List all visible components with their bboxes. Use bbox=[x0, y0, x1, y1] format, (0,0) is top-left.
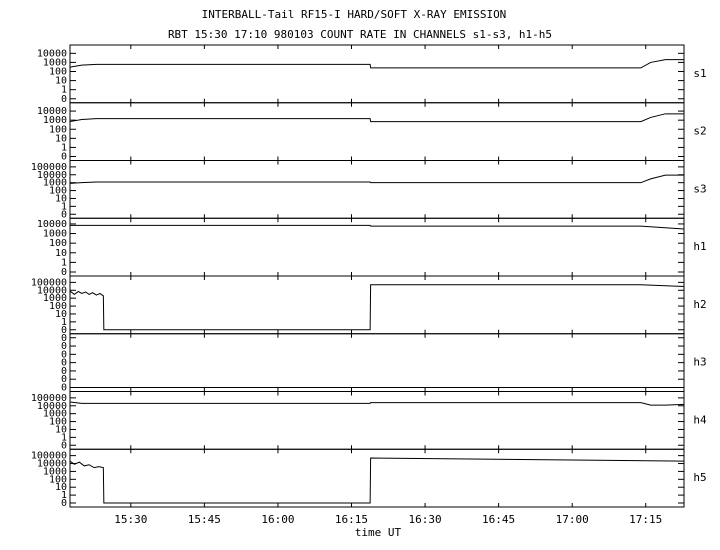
y-tick-label: 1 bbox=[61, 257, 67, 268]
data-line bbox=[69, 284, 685, 331]
panel-label: h1 bbox=[693, 240, 706, 253]
y-tick-label: 1000 bbox=[43, 409, 67, 420]
y-tick-label: 1 bbox=[61, 85, 67, 96]
y-tick-label: 100 bbox=[49, 67, 67, 78]
y-tick-label: 100 bbox=[49, 417, 67, 428]
y-tick-label: 0 bbox=[61, 374, 67, 385]
y-tick-label: 100 bbox=[49, 238, 67, 249]
y-tick-label: 0 bbox=[61, 209, 67, 220]
y-tick-label: 0 bbox=[61, 349, 67, 360]
panel-frame bbox=[69, 217, 685, 277]
y-tick-label: 1000 bbox=[43, 229, 67, 240]
panel-label: s2 bbox=[693, 125, 706, 138]
data-line bbox=[69, 174, 684, 184]
y-tick-label: 10 bbox=[55, 76, 67, 87]
y-tick-label: 1000 bbox=[43, 57, 67, 68]
data-line bbox=[70, 224, 685, 230]
y-tick-label: 1000 bbox=[43, 293, 67, 304]
panel-frame bbox=[69, 102, 685, 161]
y-tick-label: 10 bbox=[55, 482, 67, 493]
y-tick-label: 100 bbox=[49, 124, 67, 135]
y-tick-label: 10 bbox=[55, 424, 67, 435]
y-tick-label: 1000 bbox=[43, 178, 67, 189]
y-tick-label: 0 bbox=[61, 94, 67, 105]
data-line bbox=[69, 113, 684, 123]
y-tick-label: 100 bbox=[49, 186, 67, 197]
y-tick-label: 10 bbox=[55, 133, 67, 144]
y-tick-label: 0 bbox=[61, 383, 67, 394]
x-tick-label: 16:15 bbox=[335, 513, 368, 526]
y-tick-label: 10000 bbox=[37, 285, 67, 296]
panel-label: s1 bbox=[693, 67, 706, 80]
x-tick-label: 16:30 bbox=[408, 513, 441, 526]
x-tick-label: 15:30 bbox=[114, 513, 147, 526]
y-tick-label: 1000 bbox=[43, 115, 67, 126]
y-tick-label: 1 bbox=[61, 490, 67, 501]
panel-label: h5 bbox=[693, 471, 706, 484]
chart-title: INTERBALL-Tail RF15-I HARD/SOFT X-RAY EM… bbox=[202, 8, 507, 21]
y-tick-label: 1 bbox=[61, 317, 67, 328]
y-tick-label: 10000 bbox=[37, 48, 67, 59]
y-tick-label: 0 bbox=[61, 498, 67, 509]
y-tick-label: 10000 bbox=[37, 459, 67, 470]
y-tick-label: 10000 bbox=[37, 106, 67, 117]
y-tick-label: 0 bbox=[61, 341, 67, 352]
panel-frame bbox=[69, 448, 685, 508]
y-tick-label: 100000 bbox=[31, 162, 67, 173]
x-tick-label: 17:00 bbox=[556, 513, 589, 526]
y-tick-label: 10000 bbox=[37, 219, 67, 230]
x-tick-label: 16:45 bbox=[482, 513, 515, 526]
panel-frame bbox=[69, 391, 685, 450]
y-tick-label: 10 bbox=[55, 248, 67, 259]
y-tick-label: 0 bbox=[61, 333, 67, 344]
y-tick-label: 0 bbox=[61, 366, 67, 377]
x-tick-label: 16:00 bbox=[261, 513, 294, 526]
data-line bbox=[69, 59, 684, 69]
x-axis-label: time UT bbox=[355, 526, 402, 539]
panel-frame bbox=[69, 160, 685, 219]
y-tick-label: 0 bbox=[61, 325, 67, 336]
y-tick-label: 0 bbox=[61, 440, 67, 451]
panel-label: s3 bbox=[693, 182, 706, 195]
y-tick-label: 10 bbox=[55, 309, 67, 320]
y-tick-label: 1000 bbox=[43, 466, 67, 477]
y-tick-label: 100 bbox=[49, 301, 67, 312]
y-tick-label: 100000 bbox=[31, 393, 67, 404]
y-tick-label: 100 bbox=[49, 474, 67, 485]
y-tick-label: 0 bbox=[61, 267, 67, 278]
panel-frame bbox=[69, 333, 685, 392]
y-tick-label: 1 bbox=[61, 201, 67, 212]
chart-subtitle: RBT 15:30 17:10 980103 COUNT RATE IN CHA… bbox=[168, 28, 552, 41]
panel-label: h2 bbox=[693, 298, 706, 311]
y-tick-label: 0 bbox=[61, 152, 67, 163]
y-tick-label: 0 bbox=[61, 358, 67, 369]
y-tick-label: 10000 bbox=[37, 401, 67, 412]
y-tick-label: 1 bbox=[61, 432, 67, 443]
panel-label: h4 bbox=[693, 413, 707, 426]
y-tick-label: 1 bbox=[61, 142, 67, 153]
y-tick-label: 100000 bbox=[31, 451, 67, 462]
y-tick-label: 100000 bbox=[31, 277, 67, 288]
panel-frame bbox=[69, 44, 685, 104]
x-tick-label: 15:45 bbox=[188, 513, 221, 526]
data-line bbox=[69, 401, 685, 406]
panel-label: h3 bbox=[693, 356, 706, 369]
y-tick-label: 10000 bbox=[37, 170, 67, 181]
data-line bbox=[69, 457, 685, 504]
x-tick-label: 17:15 bbox=[629, 513, 662, 526]
y-tick-label: 10 bbox=[55, 193, 67, 204]
